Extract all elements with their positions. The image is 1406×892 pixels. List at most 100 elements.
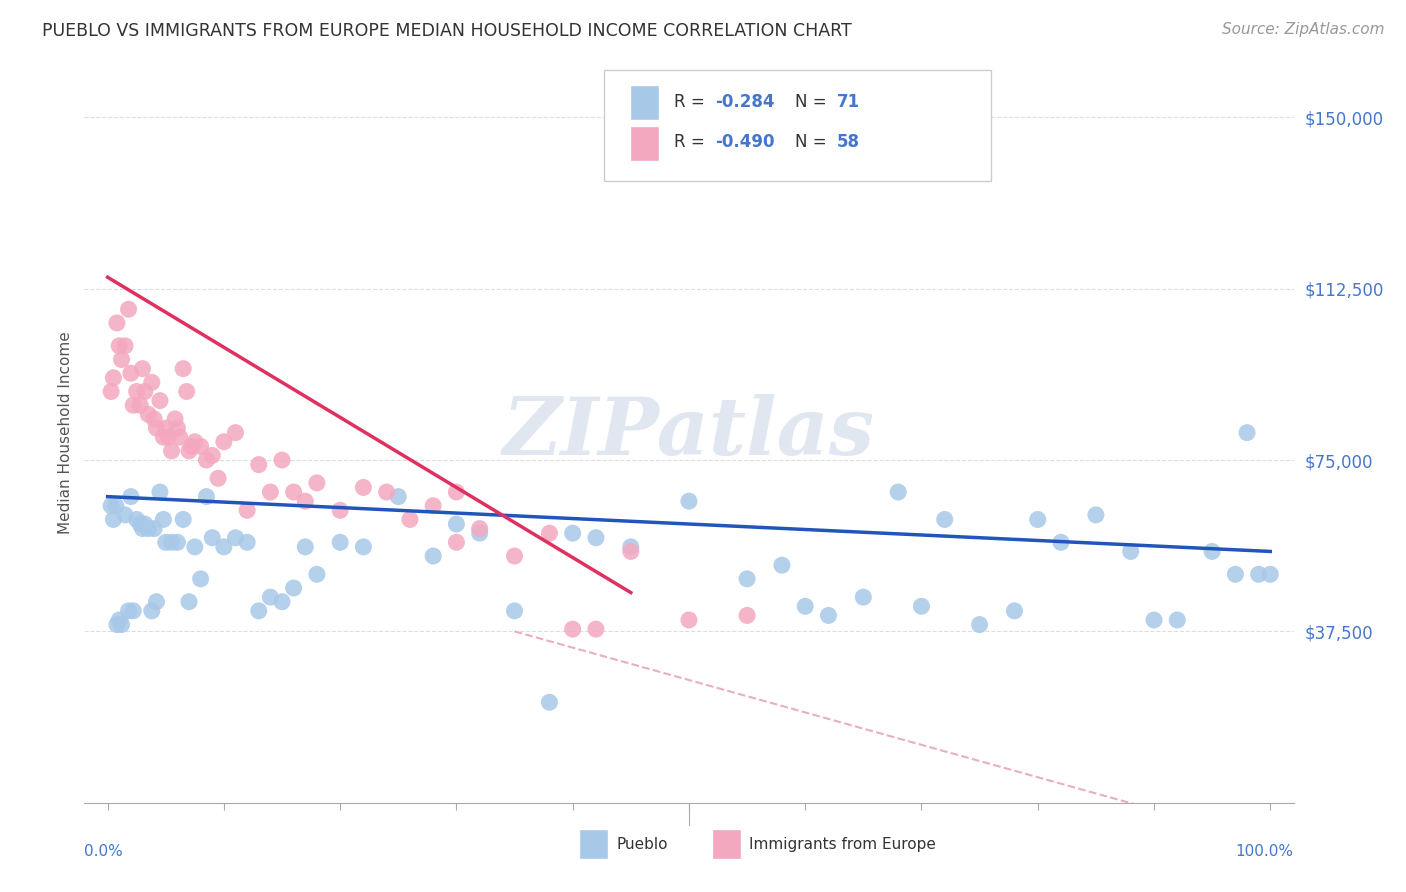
Text: 100.0%: 100.0% — [1236, 844, 1294, 858]
Point — [212, 434, 235, 449]
Point — [129, 516, 152, 531]
Point — [446, 535, 468, 549]
Point — [446, 516, 468, 531]
Point — [399, 512, 422, 526]
Point — [236, 503, 259, 517]
Point — [387, 490, 409, 504]
Point — [103, 512, 125, 526]
Point — [1247, 567, 1270, 582]
Text: -0.284: -0.284 — [716, 93, 775, 111]
Point — [201, 449, 224, 463]
Point — [1084, 508, 1107, 522]
Point — [294, 494, 316, 508]
Point — [1166, 613, 1188, 627]
Point — [247, 604, 270, 618]
Point — [169, 430, 191, 444]
Point — [108, 613, 131, 627]
Point — [1201, 544, 1223, 558]
FancyBboxPatch shape — [713, 830, 740, 858]
Point — [620, 544, 643, 558]
Point — [155, 535, 177, 549]
Point — [114, 508, 136, 522]
Point — [620, 540, 643, 554]
Point — [678, 613, 700, 627]
Text: Immigrants from Europe: Immigrants from Europe — [749, 837, 936, 852]
Point — [1004, 604, 1026, 618]
Point — [1050, 535, 1073, 549]
Point — [503, 549, 526, 563]
Point — [446, 485, 468, 500]
Point — [468, 526, 491, 541]
Text: R =: R = — [675, 134, 710, 152]
Point — [817, 608, 839, 623]
Point — [125, 512, 148, 526]
Point — [1236, 425, 1258, 440]
Point — [129, 398, 152, 412]
Point — [108, 339, 131, 353]
Point — [125, 384, 148, 399]
Point — [422, 499, 444, 513]
Point — [259, 485, 281, 500]
Text: N =: N = — [796, 93, 832, 111]
Point — [1143, 613, 1166, 627]
Point — [271, 595, 294, 609]
Point — [180, 439, 202, 453]
Point — [283, 581, 305, 595]
Point — [122, 398, 145, 412]
Point — [770, 558, 793, 573]
Point — [271, 453, 294, 467]
Point — [157, 430, 180, 444]
Point — [131, 361, 153, 376]
Point — [136, 522, 159, 536]
Point — [145, 421, 167, 435]
Point — [100, 384, 122, 399]
Y-axis label: Median Household Income: Median Household Income — [58, 331, 73, 534]
Point — [166, 421, 188, 435]
Point — [561, 622, 583, 636]
Point — [934, 512, 956, 526]
Point — [259, 590, 281, 604]
Point — [190, 572, 212, 586]
Point — [160, 535, 183, 549]
Point — [585, 622, 607, 636]
Text: PUEBLO VS IMMIGRANTS FROM EUROPE MEDIAN HOUSEHOLD INCOME CORRELATION CHART: PUEBLO VS IMMIGRANTS FROM EUROPE MEDIAN … — [42, 22, 852, 40]
Point — [247, 458, 270, 472]
Point — [1026, 512, 1049, 526]
Point — [177, 443, 200, 458]
Point — [149, 485, 172, 500]
Text: 0.0%: 0.0% — [84, 844, 124, 858]
Point — [134, 516, 156, 531]
Point — [172, 361, 194, 376]
Point — [120, 490, 142, 504]
Point — [105, 316, 128, 330]
Point — [735, 572, 758, 586]
Point — [195, 490, 218, 504]
Point — [100, 499, 122, 513]
Text: 71: 71 — [837, 93, 859, 111]
Text: N =: N = — [796, 134, 832, 152]
Text: Pueblo: Pueblo — [616, 837, 668, 852]
Point — [225, 425, 247, 440]
Point — [131, 522, 153, 536]
Point — [145, 595, 167, 609]
Point — [184, 540, 207, 554]
Point — [134, 384, 156, 399]
Point — [184, 434, 207, 449]
Point — [143, 522, 166, 536]
Point — [117, 302, 139, 317]
Point — [141, 604, 163, 618]
Point — [538, 526, 561, 541]
Point — [294, 540, 316, 554]
Point — [190, 439, 212, 453]
Point — [165, 412, 187, 426]
Point — [155, 421, 177, 435]
Point — [678, 494, 700, 508]
Point — [152, 512, 174, 526]
Point — [283, 485, 305, 500]
Point — [104, 499, 127, 513]
Text: Source: ZipAtlas.com: Source: ZipAtlas.com — [1222, 22, 1385, 37]
Point — [236, 535, 259, 549]
Text: R =: R = — [675, 93, 710, 111]
Point — [201, 531, 224, 545]
Point — [114, 339, 136, 353]
